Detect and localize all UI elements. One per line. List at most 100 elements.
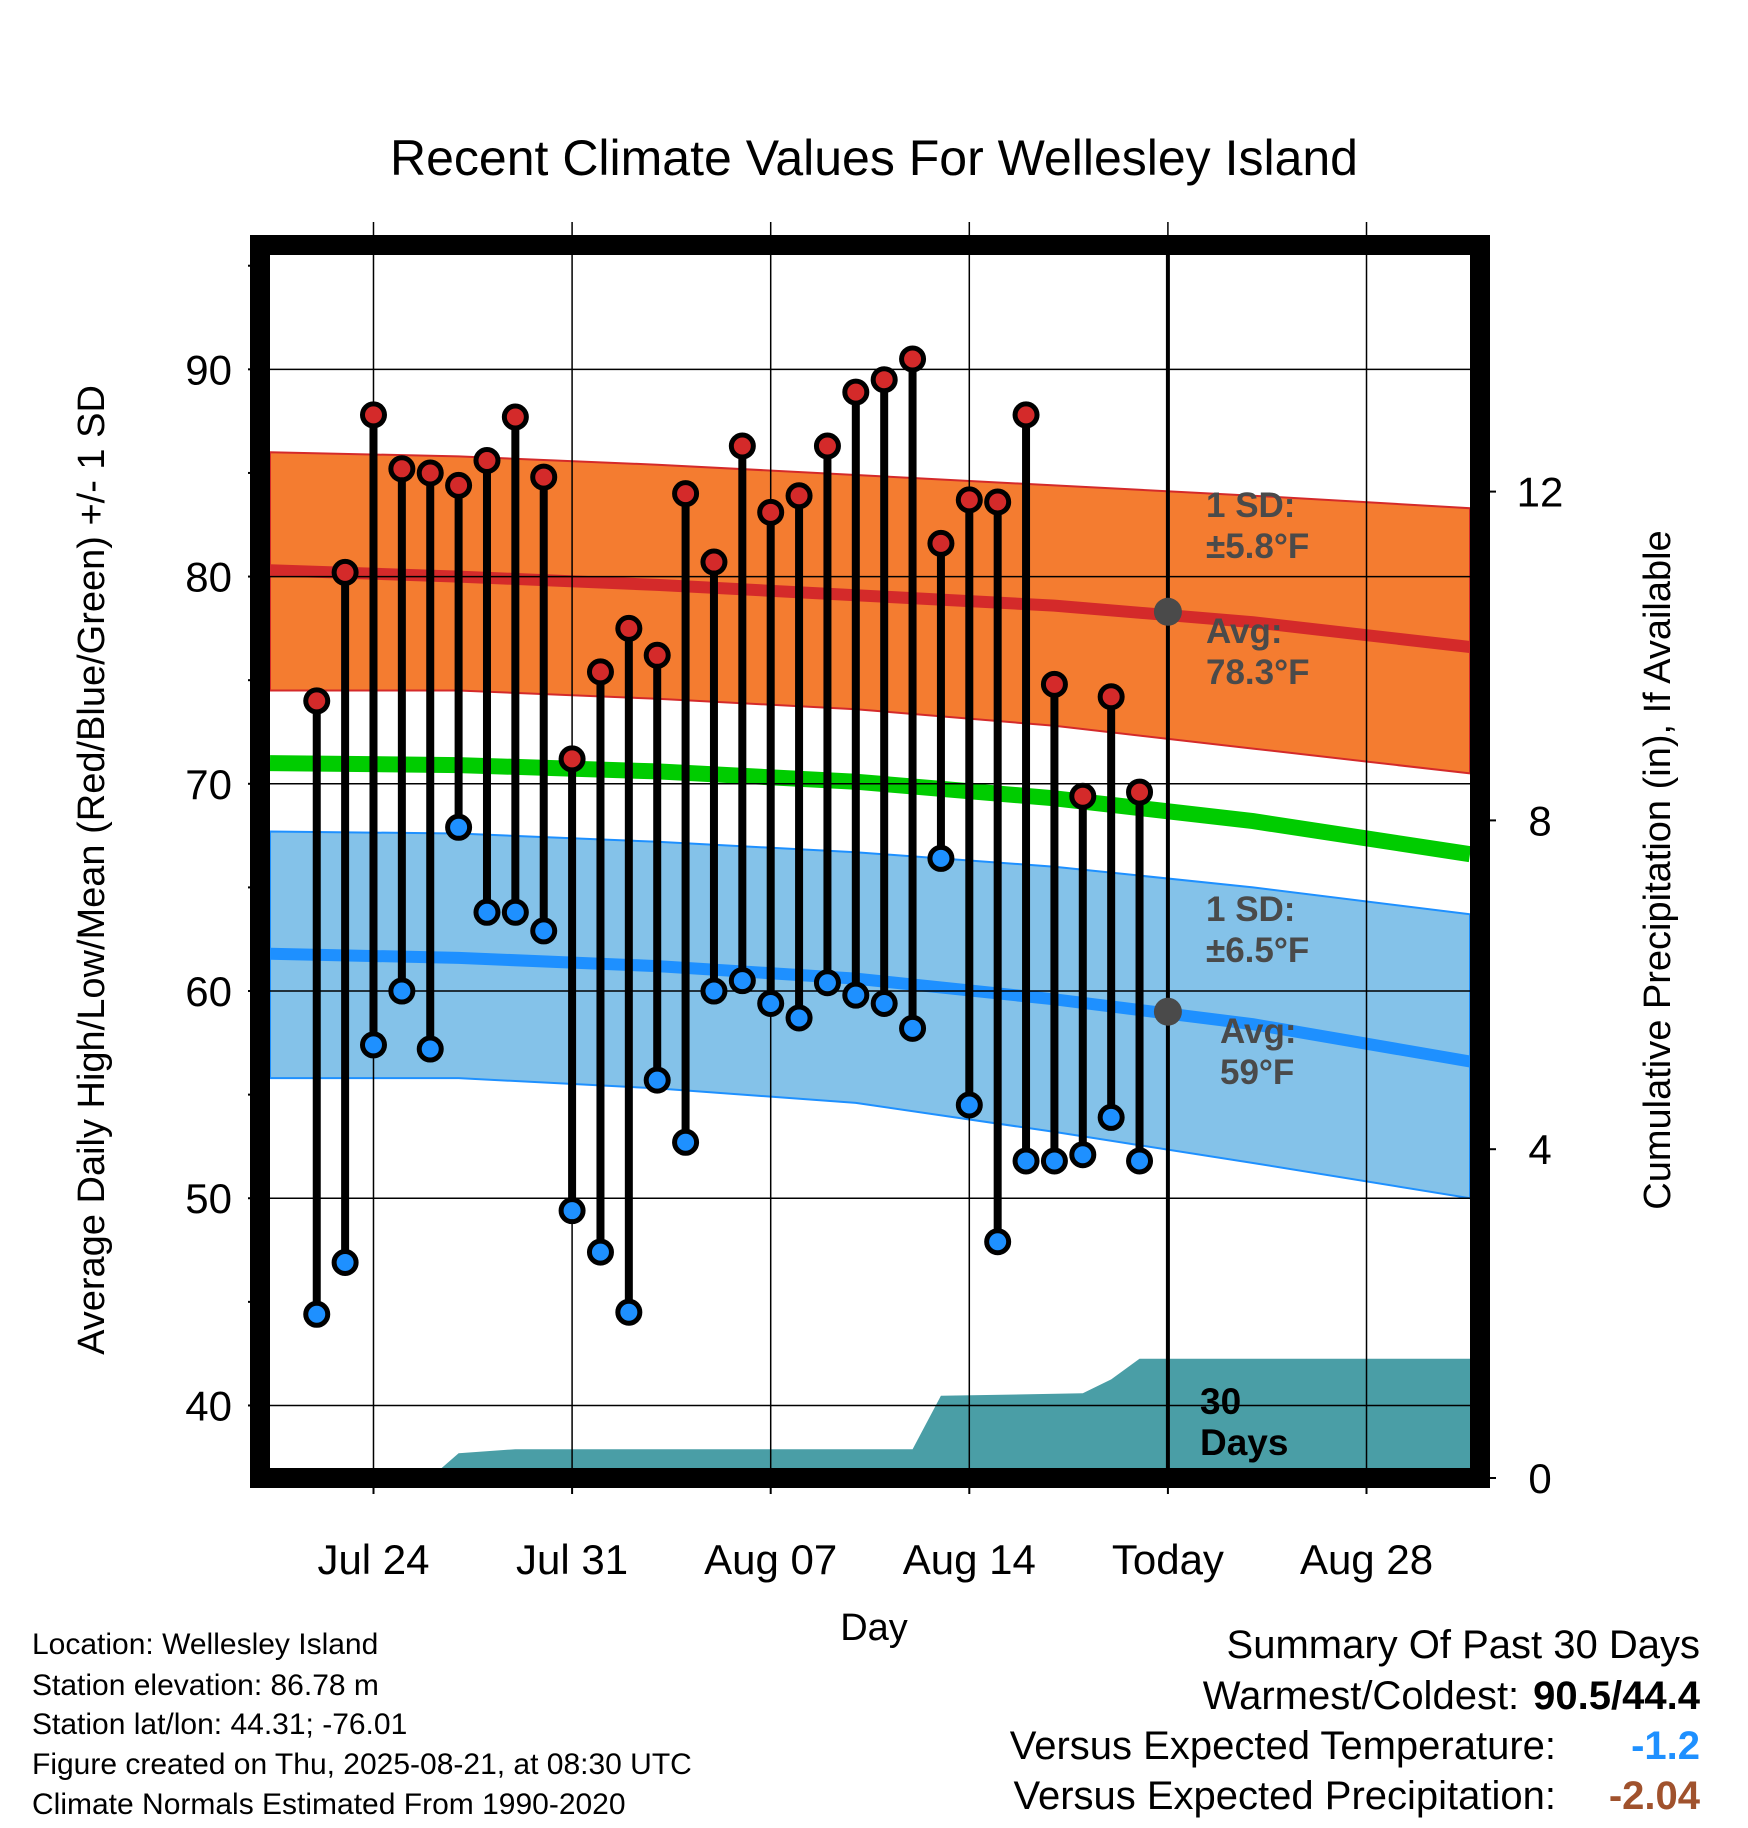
high-point-12 (643, 641, 671, 669)
y-tick-label-90: 90 (185, 346, 232, 393)
summary-title: Summary Of Past 30 Days (1226, 1623, 1700, 1667)
x-tick-label-2: Aug 07 (704, 1536, 837, 1583)
high-point-16 (757, 498, 785, 526)
high-point-4 (416, 459, 444, 487)
high-point-27 (1069, 782, 1097, 810)
y2-tick-label-12: 12 (1517, 469, 1564, 516)
low-avg-label: Avg: (1220, 1012, 1296, 1051)
high-point-26 (1040, 670, 1068, 698)
low-point-20 (870, 989, 898, 1017)
low-point-0 (303, 1300, 331, 1328)
low-point-5 (445, 813, 473, 841)
plot-frame (250, 235, 1490, 1488)
today-low-avg-marker (1153, 997, 1182, 1026)
summary-precip-label: Versus Expected Precipitation: (1013, 1774, 1556, 1818)
high-sd-value: ±5.8°F (1206, 527, 1309, 566)
x-tick-label-4: Today (1112, 1536, 1224, 1583)
high-point-2 (359, 401, 387, 429)
high-point-29 (1126, 778, 1154, 806)
y2-axis-label: Cumulative Precipitation (in), If Availa… (1637, 530, 1679, 1209)
high-point-5 (445, 471, 473, 499)
low-point-26 (1040, 1147, 1068, 1175)
y2-tick-label-8: 8 (1528, 797, 1551, 844)
low-sd-label: 1 SD: (1206, 890, 1295, 929)
low-point-29 (1126, 1147, 1154, 1175)
high-point-20 (870, 366, 898, 394)
high-point-6 (473, 447, 501, 475)
high-point-8 (530, 463, 558, 491)
y-tick-label-70: 70 (185, 761, 232, 808)
x-tick-label-1: Jul 31 (516, 1536, 628, 1583)
today-high-avg-marker (1153, 597, 1182, 626)
high-point-22 (927, 529, 955, 557)
summary-warmest-label: Warmest/Coldest: (1202, 1674, 1520, 1718)
low-point-10 (586, 1238, 614, 1266)
x-tick-label-0: Jul 24 (317, 1536, 429, 1583)
period-number: 30 (1200, 1381, 1241, 1422)
info-location: Location: Wellesley Island (32, 1628, 379, 1661)
high-point-25 (1012, 401, 1040, 429)
high-point-11 (615, 614, 643, 642)
low-point-1 (331, 1248, 359, 1276)
low-point-13 (672, 1128, 700, 1156)
info-latlon: Station lat/lon: 44.31; -76.01 (32, 1708, 408, 1741)
high-sd-label: 1 SD: (1206, 486, 1295, 525)
y-tick-label-80: 80 (185, 554, 232, 601)
high-point-14 (700, 548, 728, 576)
info-elevation: Station elevation: 86.78 m (32, 1669, 379, 1702)
high-point-13 (672, 480, 700, 508)
high-point-17 (785, 482, 813, 510)
y-tick-label-60: 60 (185, 968, 232, 1015)
period-unit: Days (1200, 1422, 1288, 1463)
high-point-28 (1097, 683, 1125, 711)
low-point-17 (785, 1004, 813, 1032)
high-point-21 (899, 345, 927, 373)
low-point-21 (899, 1014, 927, 1042)
high-point-7 (501, 403, 529, 431)
low-point-28 (1097, 1103, 1125, 1131)
low-point-6 (473, 898, 501, 926)
axes: 40 50 60 70 80 90 0 4 8 12 Jul 24 Jul 31 Aug 07 Aug 1… (185, 235, 1564, 1583)
low-point-11 (615, 1298, 643, 1326)
high-point-19 (842, 378, 870, 406)
low-point-3 (388, 977, 416, 1005)
high-point-1 (331, 558, 359, 586)
high-point-0 (303, 687, 331, 715)
low-point-12 (643, 1066, 671, 1094)
y-tick-label-40: 40 (185, 1382, 232, 1429)
low-point-24 (984, 1228, 1012, 1256)
low-point-15 (728, 967, 756, 995)
low-point-14 (700, 977, 728, 1005)
high-point-15 (728, 432, 756, 460)
high-point-23 (955, 486, 983, 514)
x-axis-label: Day (840, 1607, 908, 1649)
summary-temp-label: Versus Expected Temperature: (1009, 1724, 1556, 1768)
x-tick-label-3: Aug 14 (903, 1536, 1036, 1583)
low-point-16 (757, 989, 785, 1017)
info-normals: Climate Normals Estimated From 1990-2020 (32, 1788, 626, 1821)
high-point-24 (984, 488, 1012, 516)
low-sd-value: ±6.5°F (1206, 931, 1309, 970)
summary-temp-value: -1.2 (1631, 1724, 1700, 1768)
chart-title: Recent Climate Values For Wellesley Isla… (390, 130, 1358, 186)
high-point-3 (388, 455, 416, 483)
low-avg-value: 59°F (1220, 1053, 1294, 1092)
low-point-23 (955, 1091, 983, 1119)
low-point-7 (501, 898, 529, 926)
low-point-9 (558, 1197, 586, 1225)
low-point-22 (927, 844, 955, 872)
high-point-10 (586, 658, 614, 686)
low-point-19 (842, 981, 870, 1009)
y2-tick-label-0: 0 (1528, 1455, 1551, 1502)
high-avg-value: 78.3°F (1206, 653, 1310, 692)
low-point-25 (1012, 1147, 1040, 1175)
low-point-8 (530, 917, 558, 945)
summary-precip-value: -2.04 (1608, 1774, 1700, 1818)
low-point-27 (1069, 1141, 1097, 1169)
summary-warmest-row: Warmest/Coldest: 90.5/44.4 (1203, 1676, 1700, 1716)
y-tick-label-50: 50 (185, 1175, 232, 1222)
x-tick-label-5: Aug 28 (1300, 1536, 1433, 1583)
info-created: Figure created on Thu, 2025-08-21, at 08… (32, 1748, 692, 1781)
